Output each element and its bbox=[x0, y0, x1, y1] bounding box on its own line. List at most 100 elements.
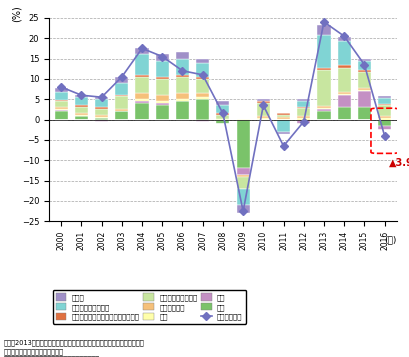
Bar bbox=[277, 114, 290, 115]
Bar bbox=[216, 114, 229, 115]
Bar bbox=[317, 67, 330, 70]
Bar bbox=[277, 115, 290, 117]
サービス全体 bbox=[119, 75, 124, 79]
Bar bbox=[297, 119, 310, 120]
Bar bbox=[55, 101, 68, 107]
Bar bbox=[95, 117, 108, 120]
Bar bbox=[317, 70, 330, 106]
Y-axis label: (%): (%) bbox=[11, 5, 21, 22]
Bar bbox=[297, 101, 310, 107]
Bar bbox=[95, 107, 108, 109]
Bar bbox=[317, 111, 330, 120]
Bar bbox=[196, 77, 209, 79]
サービス全体 bbox=[79, 93, 84, 97]
サービス全体 bbox=[200, 73, 205, 77]
Bar bbox=[75, 107, 88, 113]
サービス全体 bbox=[261, 103, 266, 107]
Bar bbox=[135, 75, 148, 77]
Bar bbox=[337, 107, 351, 120]
Bar bbox=[216, 115, 229, 119]
Bar bbox=[75, 116, 88, 120]
Bar bbox=[75, 113, 88, 115]
Bar bbox=[257, 117, 270, 120]
Text: の基準により組み替えたもの。: の基準により組み替えたもの。 bbox=[4, 348, 64, 355]
Bar bbox=[115, 95, 128, 96]
Bar bbox=[135, 55, 148, 75]
Bar bbox=[277, 117, 290, 119]
Bar bbox=[317, 25, 330, 35]
サービス全体 bbox=[382, 134, 387, 138]
Bar bbox=[176, 52, 189, 59]
サービス全体 bbox=[342, 34, 347, 38]
Bar bbox=[196, 97, 209, 99]
Bar bbox=[196, 62, 209, 77]
Bar bbox=[135, 99, 148, 101]
Bar bbox=[115, 96, 128, 109]
Bar bbox=[358, 91, 371, 107]
Bar bbox=[337, 65, 351, 67]
Bar bbox=[156, 105, 169, 120]
Bar bbox=[337, 67, 351, 92]
Bar bbox=[75, 95, 88, 97]
サービス全体 bbox=[160, 54, 165, 59]
Bar bbox=[358, 70, 371, 71]
Bar bbox=[115, 109, 128, 111]
Legend: その他, その他業務サービス, 通信・コンピュータ・情報サービス, 知的財産権等使用料, 金融サービス, 建設, 旅行, 輸送, サービス全体: その他, その他業務サービス, 通信・コンピュータ・情報サービス, 知的財産権等… bbox=[52, 290, 246, 323]
サービス全体 bbox=[240, 209, 245, 213]
Bar bbox=[196, 59, 209, 62]
Bar bbox=[176, 59, 189, 75]
Bar bbox=[55, 107, 68, 110]
Bar bbox=[257, 103, 270, 116]
Bar bbox=[95, 109, 108, 115]
Bar bbox=[95, 115, 108, 117]
Bar bbox=[95, 97, 108, 99]
Bar bbox=[358, 107, 371, 120]
Text: (年): (年) bbox=[384, 236, 397, 245]
Bar bbox=[337, 37, 351, 41]
Bar bbox=[297, 108, 310, 116]
Bar bbox=[378, 98, 391, 104]
Bar bbox=[337, 41, 351, 65]
Bar bbox=[156, 77, 169, 79]
Bar bbox=[95, 120, 108, 122]
Text: ▲3.9%: ▲3.9% bbox=[389, 157, 409, 167]
Bar bbox=[176, 93, 189, 99]
サービス全体 bbox=[321, 20, 326, 24]
Bar bbox=[337, 94, 351, 95]
Bar bbox=[257, 116, 270, 117]
Bar bbox=[257, 101, 270, 103]
Bar bbox=[216, 119, 229, 120]
Bar bbox=[55, 111, 68, 120]
Bar bbox=[75, 115, 88, 116]
サービス全体 bbox=[281, 144, 286, 148]
Bar bbox=[236, 205, 249, 213]
Bar bbox=[378, 105, 391, 116]
Bar bbox=[115, 111, 128, 120]
Bar bbox=[156, 61, 169, 77]
Bar bbox=[257, 99, 270, 101]
Bar bbox=[378, 126, 391, 130]
サービス全体 bbox=[180, 69, 185, 73]
Bar bbox=[277, 119, 290, 120]
Bar bbox=[156, 55, 169, 61]
Bar bbox=[135, 103, 148, 120]
Bar bbox=[196, 93, 209, 97]
サービス全体 bbox=[99, 95, 104, 99]
Bar bbox=[216, 105, 229, 114]
Bar bbox=[176, 99, 189, 101]
Bar bbox=[156, 101, 169, 103]
Bar bbox=[236, 169, 249, 175]
サービス全体 bbox=[301, 120, 306, 124]
Bar bbox=[196, 79, 209, 93]
Bar bbox=[135, 77, 148, 93]
Bar bbox=[216, 101, 229, 105]
Bar bbox=[358, 90, 371, 91]
Bar bbox=[55, 92, 68, 100]
Bar bbox=[297, 99, 310, 101]
Bar bbox=[297, 107, 310, 108]
Bar bbox=[135, 101, 148, 103]
Bar bbox=[378, 96, 391, 98]
Bar bbox=[378, 120, 391, 126]
Bar bbox=[135, 93, 148, 99]
Bar bbox=[277, 120, 290, 132]
